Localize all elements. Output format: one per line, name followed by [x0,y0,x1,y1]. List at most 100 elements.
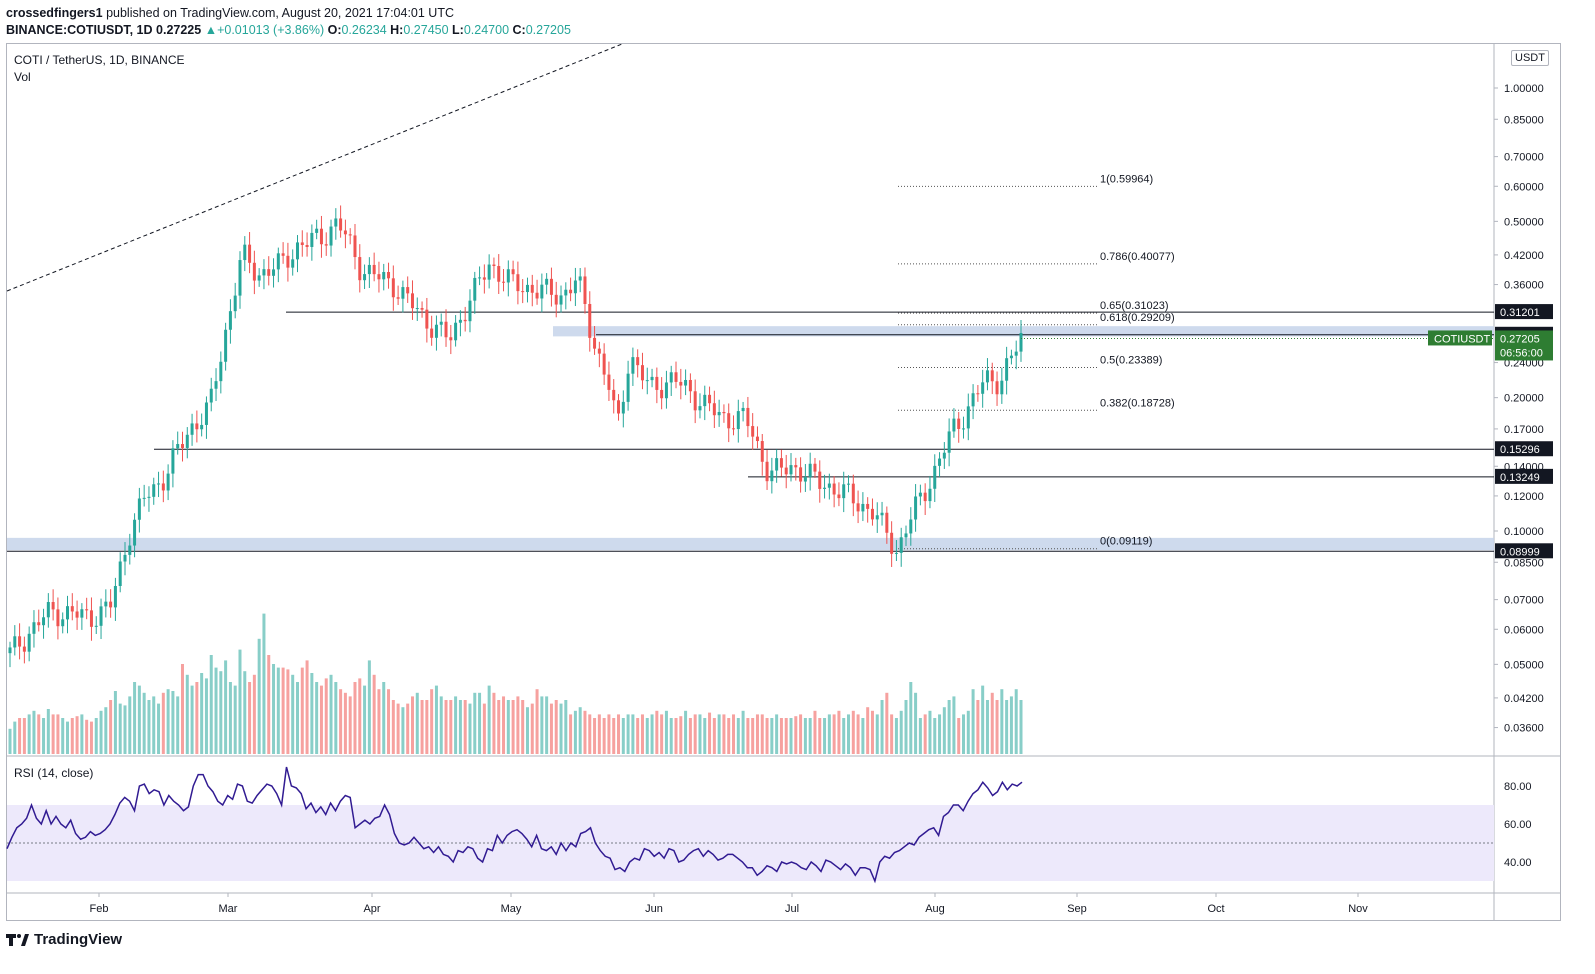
volume-bar [147,700,151,754]
candle [727,413,731,429]
volume-bar [324,678,328,754]
price-tag [1495,543,1553,559]
price-tick-label: 0.12000 [1504,491,1544,503]
candle [94,625,98,627]
candle [511,269,515,275]
candle [295,242,299,260]
candle [89,610,93,627]
candle [118,561,122,586]
candle [65,606,69,620]
candle [660,389,664,399]
volume-bar [200,673,204,754]
candle [593,337,597,349]
candle [847,483,851,485]
candle [655,376,659,390]
candle [942,452,946,459]
candle [133,519,137,546]
publisher-name[interactable]: crossedfingers1 [6,6,103,20]
candle [238,260,242,296]
candle [99,606,103,626]
volume-bar [85,719,89,754]
volume-bar [847,714,851,754]
time-tick-label: Sep [1067,903,1087,915]
candle [497,266,501,282]
candle [899,537,903,553]
volume-bar [195,682,199,754]
candle [698,406,702,411]
candle [880,512,884,516]
candle [142,497,146,499]
volume-bar [334,682,338,754]
volume-bar [823,718,827,754]
candle [669,372,673,383]
volume-bar [185,674,189,754]
volume-bar [688,718,692,754]
candle [1005,358,1009,381]
high-value: 0.27450 [403,23,449,37]
time-tick-label: Mar [219,903,238,915]
chart-frame[interactable] [6,43,1561,921]
volume-bar [885,692,889,754]
candle [564,289,568,296]
candle [981,382,985,394]
volume-bar [899,710,903,754]
candle [248,244,252,263]
volume-bar [602,718,606,754]
volume-bar [27,714,31,754]
candle [588,303,592,338]
candle [573,280,577,294]
volume-bar [482,703,486,754]
volume-bar [645,718,649,754]
candle [272,269,276,276]
candle [61,619,65,627]
candle [291,259,295,268]
candle [636,357,640,366]
legend-vol[interactable]: Vol [14,70,31,84]
candle [823,487,827,489]
volume-bar [952,696,956,754]
trend-line [6,43,623,292]
volume-bar [214,667,218,754]
volume-bar [248,682,252,754]
volume-bar [923,714,927,754]
legend-title[interactable]: COTI / TetherUS, 1D, BINANCE [14,53,185,67]
volume-bar [315,682,319,754]
candle [684,379,688,386]
price-tag-label: 0.15296 [1500,444,1540,456]
volume-bar [142,692,146,754]
volume-bar [94,718,98,754]
volume-bar [588,714,592,754]
volume-bar [157,703,161,754]
candle [243,244,247,261]
rsi-legend[interactable]: RSI (14, close) [14,766,94,780]
volume-bar [18,718,22,754]
volume-bar [37,714,41,754]
candle [530,284,534,293]
volume-bar [540,696,544,754]
candle [267,269,271,276]
candle [664,382,668,399]
candle [717,411,721,416]
candle [923,492,927,502]
volume-bar [391,700,395,754]
candle [406,287,410,294]
volume-bar [607,714,611,754]
support-zone [553,326,1494,337]
volume-bar [966,710,970,754]
candle [157,483,161,485]
candle [842,484,846,499]
currency-badge[interactable]: USDT [1511,50,1549,66]
candles-group [8,205,1023,754]
candle [329,226,333,246]
change-value: +0.01013 (+3.86%) [217,23,325,37]
published-text: published on TradingView.com, August 20,… [106,6,454,20]
volume-bar [981,685,985,754]
candle [257,275,261,281]
candle [650,376,654,381]
candle [525,284,529,293]
symbol-tag [1428,330,1492,346]
candle [75,611,79,618]
time-tick-label: Feb [90,903,109,915]
candle [204,402,208,425]
